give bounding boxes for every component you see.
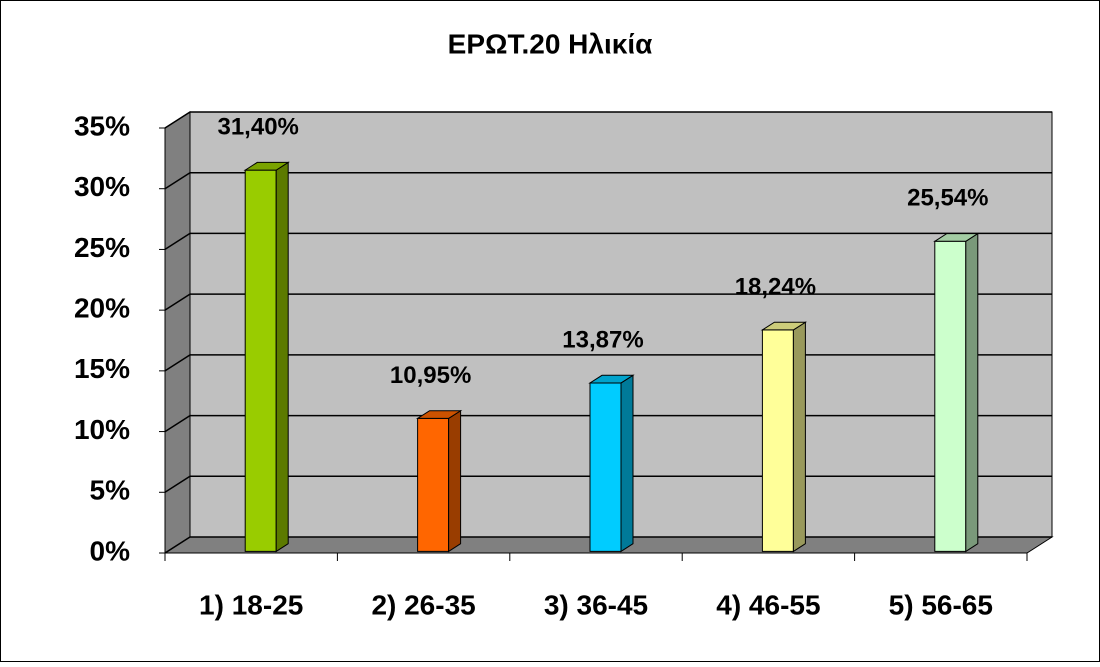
grid-line [164,171,1052,190]
bar [760,321,808,553]
x-tick-label: 2) 26-35 [371,589,475,620]
value-label: 18,24% [735,273,816,300]
x-tick-label: 4) 46-55 [716,589,820,620]
bar [415,409,463,553]
x-tick-label: 5) 56-65 [889,589,993,620]
bar-top [243,161,290,171]
bar-front [761,329,794,552]
bar-top [933,233,980,242]
chart-title: ΕΡΩΤ.20 Ηλικία [448,28,653,59]
y-tick-label: 5% [90,475,131,506]
value-label: 25,54% [907,185,988,212]
grid-line [164,232,1052,251]
bar-top [415,410,463,419]
grid-line [164,293,1052,311]
value-label: 31,40% [217,113,298,140]
bar-top [760,321,808,331]
y-tick-label: 30% [74,171,130,202]
bar [588,374,635,553]
value-label: 13,87% [562,326,643,353]
side-wall [164,111,191,554]
x-tick-label: 3) 36-45 [544,589,648,620]
bar-side [792,321,806,553]
y-tick-label: 20% [74,293,130,324]
bar-side [448,409,462,553]
bar-front [934,240,967,552]
x-tick-label: 1) 18-25 [199,589,303,620]
y-tick-label: 25% [74,232,130,263]
grid-line [164,111,1052,129]
bar-side [275,161,289,553]
y-tick-label: 0% [90,535,131,566]
bar-front [589,382,622,552]
bar-side [965,232,979,553]
bar [933,232,980,553]
bar-front [244,169,277,552]
y-tick-label: 10% [74,414,130,445]
bar [243,161,290,553]
y-tick-label: 15% [74,353,130,384]
bar-side [620,374,634,553]
bar-top [588,374,635,384]
y-tick-label: 35% [74,110,130,141]
bar-front [417,417,450,552]
value-label: 10,95% [390,362,471,389]
